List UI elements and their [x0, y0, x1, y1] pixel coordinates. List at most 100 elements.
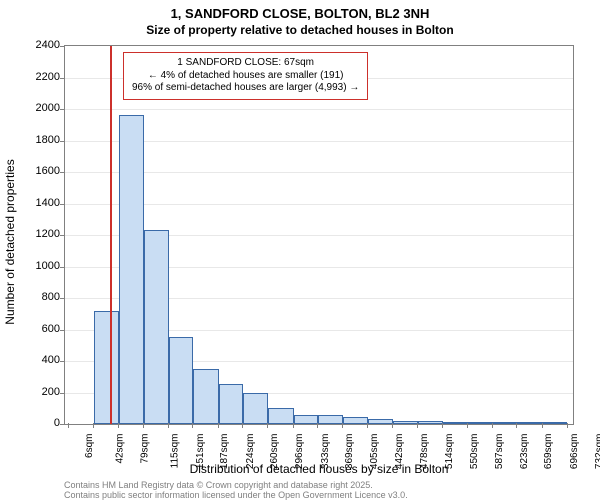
y-tick-mark: [60, 393, 65, 394]
y-tick-mark: [60, 424, 65, 425]
histogram-bar: [268, 408, 293, 424]
histogram-bar: [517, 422, 542, 424]
x-tick-mark: [467, 423, 468, 428]
chart-container: 1, SANDFORD CLOSE, BOLTON, BL2 3NH Size …: [0, 0, 600, 500]
y-tick-mark: [60, 298, 65, 299]
y-tick-label: 2400: [20, 39, 60, 51]
histogram-bar: [144, 230, 169, 424]
x-tick-mark: [542, 423, 543, 428]
y-tick-mark: [60, 330, 65, 331]
y-tick-mark: [60, 109, 65, 110]
x-tick-label: 333sqm: [320, 434, 331, 470]
y-tick-label: 1400: [20, 197, 60, 209]
histogram-bar: [393, 421, 418, 424]
y-tick-label: 600: [20, 323, 60, 335]
x-tick-label: 369sqm: [344, 434, 355, 470]
histogram-bar: [493, 422, 518, 424]
x-tick-mark: [442, 423, 443, 428]
x-tick-mark: [93, 423, 94, 428]
y-tick-label: 0: [20, 417, 60, 429]
x-tick-label: 6sqm: [84, 434, 95, 458]
x-tick-mark: [492, 423, 493, 428]
y-tick-mark: [60, 78, 65, 79]
y-tick-mark: [60, 172, 65, 173]
x-tick-label: 478sqm: [419, 434, 430, 470]
histogram-bar: [94, 311, 119, 424]
chart-title-main: 1, SANDFORD CLOSE, BOLTON, BL2 3NH: [0, 6, 600, 21]
annotation-line-1: 1 SANDFORD CLOSE: 67sqm: [132, 57, 359, 70]
histogram-bar: [294, 415, 319, 424]
annotation-box: 1 SANDFORD CLOSE: 67sqm ← 4% of detached…: [123, 52, 368, 100]
histogram-bar: [169, 337, 194, 424]
x-tick-mark: [218, 423, 219, 428]
histogram-bar: [543, 422, 568, 424]
x-tick-mark: [342, 423, 343, 428]
x-tick-mark: [516, 423, 517, 428]
footer-line-2: Contains public sector information licen…: [64, 490, 408, 500]
x-tick-mark: [417, 423, 418, 428]
x-tick-label: 405sqm: [369, 434, 380, 470]
annotation-line-3: 96% of semi-detached houses are larger (…: [132, 82, 359, 95]
x-tick-label: 187sqm: [219, 434, 230, 470]
x-tick-mark: [143, 423, 144, 428]
x-tick-label: 587sqm: [494, 434, 505, 470]
x-tick-label: 79sqm: [140, 434, 151, 464]
x-tick-mark: [267, 423, 268, 428]
x-tick-label: 442sqm: [395, 434, 406, 470]
histogram-bar: [119, 115, 144, 424]
footer-line-1: Contains HM Land Registry data © Crown c…: [64, 480, 373, 490]
x-tick-label: 514sqm: [444, 434, 455, 470]
chart-title-sub: Size of property relative to detached ho…: [0, 23, 600, 37]
histogram-bar: [219, 384, 244, 424]
x-tick-mark: [242, 423, 243, 428]
x-tick-mark: [293, 423, 294, 428]
y-tick-label: 1600: [20, 165, 60, 177]
y-tick-label: 200: [20, 386, 60, 398]
x-tick-mark: [68, 423, 69, 428]
y-tick-label: 2000: [20, 102, 60, 114]
y-tick-mark: [60, 361, 65, 362]
histogram-bar: [193, 369, 218, 424]
histogram-bar: [343, 417, 368, 424]
x-tick-mark: [118, 423, 119, 428]
x-tick-label: 115sqm: [169, 434, 180, 469]
x-tick-mark: [567, 423, 568, 428]
x-tick-label: 151sqm: [195, 434, 206, 470]
x-tick-label: 42sqm: [114, 434, 125, 464]
histogram-bar: [443, 422, 468, 424]
histogram-bar: [418, 421, 443, 424]
x-tick-label: 550sqm: [469, 434, 480, 470]
y-axis-label: Number of detached properties: [3, 159, 17, 324]
y-tick-label: 1200: [20, 228, 60, 240]
histogram-bar: [243, 393, 268, 425]
reference-line: [110, 46, 112, 424]
x-tick-label: 696sqm: [569, 434, 580, 470]
plot-area: 1 SANDFORD CLOSE: 67sqm ← 4% of detached…: [64, 45, 574, 425]
y-tick-mark: [60, 235, 65, 236]
x-tick-mark: [367, 423, 368, 428]
y-tick-label: 1800: [20, 134, 60, 146]
x-tick-label: 732sqm: [594, 434, 600, 470]
x-tick-label: 260sqm: [270, 434, 281, 470]
y-tick-mark: [60, 267, 65, 268]
y-tick-mark: [60, 46, 65, 47]
y-tick-label: 800: [20, 291, 60, 303]
histogram-bar: [468, 422, 493, 424]
histogram-bar: [318, 415, 343, 424]
y-tick-mark: [60, 141, 65, 142]
x-tick-mark: [192, 423, 193, 428]
x-tick-label: 224sqm: [245, 434, 256, 470]
y-tick-label: 400: [20, 354, 60, 366]
x-tick-label: 296sqm: [294, 434, 305, 470]
x-tick-label: 623sqm: [519, 434, 530, 470]
x-tick-mark: [168, 423, 169, 428]
x-tick-mark: [392, 423, 393, 428]
gridline: [65, 109, 573, 110]
y-tick-label: 2200: [20, 71, 60, 83]
annotation-line-2: ← 4% of detached houses are smaller (191…: [132, 70, 359, 83]
histogram-bar: [368, 419, 393, 425]
x-tick-label: 659sqm: [543, 434, 554, 470]
y-tick-mark: [60, 204, 65, 205]
y-tick-label: 1000: [20, 260, 60, 272]
x-tick-mark: [317, 423, 318, 428]
